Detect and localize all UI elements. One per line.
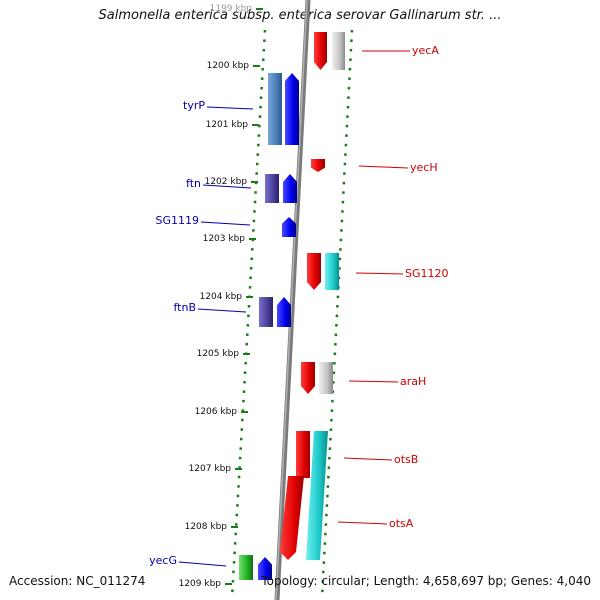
- scale-label: 1204 kbp: [200, 292, 243, 302]
- gene-label[interactable]: SG1120: [405, 267, 449, 280]
- scale-label: 1201 kbp: [206, 120, 249, 130]
- gene-arrow[interactable]: [268, 73, 282, 145]
- gene-label[interactable]: otsA: [389, 517, 414, 530]
- gene-leader-line: [355, 272, 404, 275]
- gene-label[interactable]: ftn: [186, 177, 201, 190]
- gene-arrow[interactable]: [277, 297, 291, 327]
- genome-axis: [274, 0, 311, 600]
- gene-leader-line: [200, 221, 251, 226]
- gene-label[interactable]: SG1119: [155, 214, 199, 227]
- gene-leader-line: [337, 521, 388, 525]
- gene-arrow[interactable]: [296, 431, 310, 478]
- gene-label[interactable]: yecH: [410, 161, 438, 174]
- label-group: tyrP ftn SG1119 ftnB yecG yecA yecH SG1120 araH o…: [149, 44, 448, 567]
- genome-title: Salmonella enterica subsp. enterica sero…: [98, 8, 502, 23]
- scale-label: 1203 kbp: [203, 234, 246, 244]
- scale-label: 1199 kbp: [210, 4, 253, 14]
- gene-leader-line: [348, 380, 399, 383]
- gene-arrow[interactable]: [314, 32, 327, 70]
- gene-arrow[interactable]: [325, 253, 339, 290]
- gene-label[interactable]: yecG: [149, 554, 177, 567]
- gene-arrow[interactable]: [319, 362, 333, 394]
- scale-label: 1200 kbp: [207, 61, 250, 71]
- gene-arrow[interactable]: [332, 32, 345, 70]
- gene-group: [239, 32, 345, 580]
- gene-arrow[interactable]: [280, 476, 304, 560]
- scale-label: 1209 kbp: [179, 579, 222, 589]
- gene-leader-line: [197, 308, 247, 313]
- scale-label: 1207 kbp: [189, 464, 232, 474]
- gene-arrow[interactable]: [306, 431, 328, 560]
- gene-arrow[interactable]: [307, 253, 321, 290]
- scale-label: 1205 kbp: [197, 349, 240, 359]
- gene-leader-line: [202, 184, 252, 189]
- gene-arrow[interactable]: [239, 555, 253, 580]
- accession-text: Accession: NC_011274: [9, 574, 146, 588]
- gene-arrow[interactable]: [301, 362, 315, 394]
- gene-leader-line: [206, 106, 254, 110]
- gene-label[interactable]: araH: [400, 375, 426, 388]
- gene-leader-line: [343, 457, 393, 461]
- right-dotted-guide: [320, 29, 354, 599]
- gene-arrow[interactable]: [265, 174, 279, 203]
- gene-label[interactable]: ftnB: [173, 301, 196, 314]
- gene-arrow[interactable]: [283, 174, 297, 203]
- scale-group: 1199 kbp 1200 kbp 1201 kbp 1202 kbp 1203 kbp…: [179, 4, 263, 589]
- genome-axis-highlight: [275, 0, 308, 600]
- scale-label: 1202 kbp: [205, 177, 248, 187]
- gene-label[interactable]: otsB: [394, 453, 418, 466]
- gene-label[interactable]: yecA: [412, 44, 439, 57]
- gene-arrow[interactable]: [311, 159, 325, 172]
- gene-label[interactable]: tyrP: [183, 99, 205, 112]
- gene-arrow[interactable]: [258, 557, 272, 580]
- scale-label: 1206 kbp: [195, 407, 238, 417]
- gene-arrow[interactable]: [285, 73, 299, 145]
- gene-leader-line: [358, 165, 409, 169]
- gene-arrow[interactable]: [259, 297, 273, 327]
- topology-text: Topology: circular; Length: 4,658,697 bp…: [261, 574, 591, 588]
- scale-label: 1208 kbp: [185, 522, 228, 532]
- gene-leader-line: [178, 561, 227, 567]
- gene-arrow[interactable]: [282, 217, 296, 237]
